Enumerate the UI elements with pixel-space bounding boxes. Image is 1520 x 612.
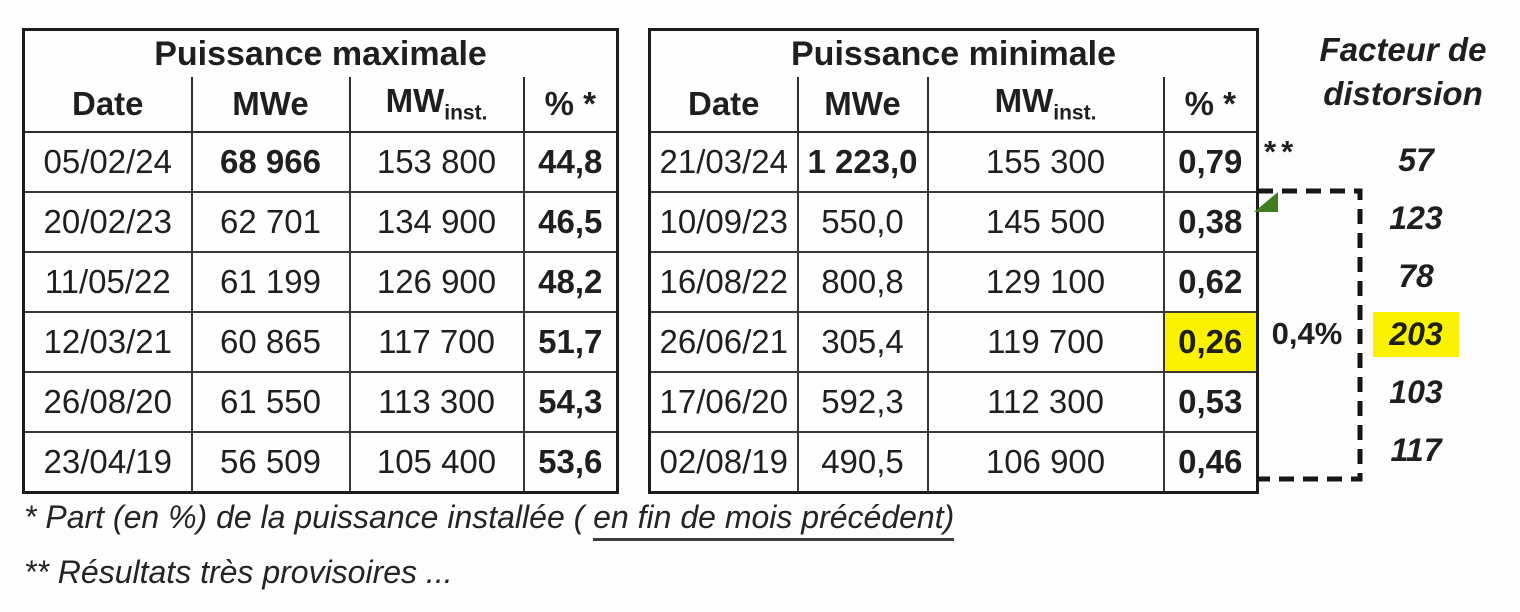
cell-pct: 53,6 [522, 431, 619, 494]
table-row: 10/09/23 550,0 145 500 0,38 [648, 191, 1259, 253]
min-table-title: Puissance minimale [791, 34, 1117, 73]
cell-mwe: 61 550 [190, 371, 351, 433]
cell-pct: 51,7 [522, 311, 619, 373]
cell-inst: 105 400 [348, 431, 525, 494]
cell-mwe: 550,0 [796, 191, 929, 253]
cell-inst: 155 300 [926, 131, 1165, 193]
cell-date: 05/02/24 [22, 131, 193, 193]
underlined-footnote-segment: en fin de mois précédent) [593, 499, 955, 541]
cell-date: 17/06/20 [648, 371, 799, 433]
puissance-maximale-table: Puissance maximale Date MWe MWinst. % * … [22, 28, 620, 494]
cell-date: 20/02/23 [22, 191, 193, 253]
cell-pct: 46,5 [522, 191, 619, 253]
table-row: 05/02/24 68 966 153 800 44,8 [22, 131, 619, 193]
max-table-title: Puissance maximale [154, 34, 487, 73]
dashed-annotation-box [1258, 188, 1363, 482]
cell-mwe: 60 865 [190, 311, 351, 373]
table-row: 02/08/19 490,5 106 900 0,46 [648, 431, 1259, 494]
cell-inst: 126 900 [348, 251, 525, 313]
puissance-minimale-table: Puissance minimale Date MWe MWinst. % * … [648, 28, 1260, 494]
cell-pct: 0,53 [1162, 371, 1259, 433]
max-header-mwe: MWe [190, 77, 350, 133]
cell-mwe: 800,8 [796, 251, 929, 313]
cell-mwe: 490,5 [796, 431, 929, 494]
cell-pct-highlighted: 0,26 [1162, 311, 1259, 373]
min-header-date: Date [649, 77, 798, 133]
cell-mwe: 61 199 [190, 251, 351, 313]
cell-pct: 0,46 [1162, 431, 1259, 494]
min-header-pct: % * [1162, 77, 1258, 133]
cell-mwe: 305,4 [796, 311, 929, 373]
footnote-installed-power: * Part (en %) de la puissance installée … [24, 499, 955, 541]
cell-mwe: 56 509 [190, 431, 351, 494]
distortion-value: 123 [1389, 199, 1443, 236]
cell-mwe: 1 223,0 [796, 131, 929, 193]
cell-pct: 48,2 [522, 251, 619, 313]
cell-pct: 0,38 [1162, 191, 1259, 253]
cell-date: 26/06/21 [648, 311, 799, 373]
cell-inst: 153 800 [348, 131, 525, 193]
cell-date: 12/03/21 [22, 311, 193, 373]
cell-date: 02/08/19 [648, 431, 799, 494]
cell-inst: 119 700 [926, 311, 1165, 373]
double-asterisk-marker: ** [1264, 134, 1299, 169]
table-row: 17/06/20 592,3 112 300 0,53 [648, 371, 1259, 433]
max-header-mw-inst: MWinst. [348, 77, 524, 133]
table-row: 12/03/21 60 865 117 700 51,7 [22, 311, 619, 373]
cell-pct: 0,79 [1162, 131, 1259, 193]
cell-date: 11/05/22 [22, 251, 193, 313]
cell-inst: 113 300 [348, 371, 525, 433]
distortion-value-highlighted: 203 [1366, 305, 1466, 363]
cell-inst: 106 900 [926, 431, 1165, 494]
cell-date: 10/09/23 [648, 191, 799, 253]
cell-pct: 44,8 [522, 131, 619, 193]
average-percentage-label: 0,4% [1271, 316, 1343, 351]
footnote-provisional-results: ** Résultats très provisoires ... [24, 554, 453, 590]
table-row: 16/08/22 800,8 129 100 0,62 [648, 251, 1259, 313]
distortion-value: 57 [1398, 141, 1434, 178]
min-header-mw-inst: MWinst. [926, 77, 1164, 133]
cell-inst: 129 100 [926, 251, 1165, 313]
max-header-date: Date [23, 77, 192, 133]
distortion-values-list: 57 123 78 203 103 117 [1366, 131, 1466, 479]
cell-mwe: 62 701 [190, 191, 351, 253]
table-row: 11/05/22 61 199 126 900 48,2 [22, 251, 619, 313]
distortion-column-title: Facteur de distorsion [1319, 31, 1487, 112]
table-row: 26/08/20 61 550 113 300 54,3 [22, 371, 619, 433]
max-header-pct: % * [522, 77, 618, 133]
cell-mwe: 68 966 [190, 131, 351, 193]
cell-mwe: 592,3 [796, 371, 929, 433]
table-row: 21/03/24 1 223,0 155 300 0,79 [648, 131, 1259, 193]
cell-inst: 117 700 [348, 311, 525, 373]
green-corner-marker-icon [1254, 192, 1278, 212]
distortion-value: 117 [1390, 431, 1442, 468]
distortion-value: 103 [1389, 373, 1443, 410]
cell-date: 26/08/20 [22, 371, 193, 433]
cell-date: 16/08/22 [648, 251, 799, 313]
table-row: 26/06/21 305,4 119 700 0,26 [648, 311, 1259, 373]
cell-pct: 0,62 [1162, 251, 1259, 313]
table-row: 20/02/23 62 701 134 900 46,5 [22, 191, 619, 253]
cell-date: 21/03/24 [648, 131, 799, 193]
cell-inst: 145 500 [926, 191, 1165, 253]
min-header-mwe: MWe [796, 77, 928, 133]
table-row: 23/04/19 56 509 105 400 53,6 [22, 431, 619, 494]
cell-date: 23/04/19 [22, 431, 193, 494]
cell-inst: 112 300 [926, 371, 1165, 433]
cell-pct: 54,3 [522, 371, 619, 433]
distortion-value: 78 [1398, 257, 1434, 294]
cell-inst: 134 900 [348, 191, 525, 253]
